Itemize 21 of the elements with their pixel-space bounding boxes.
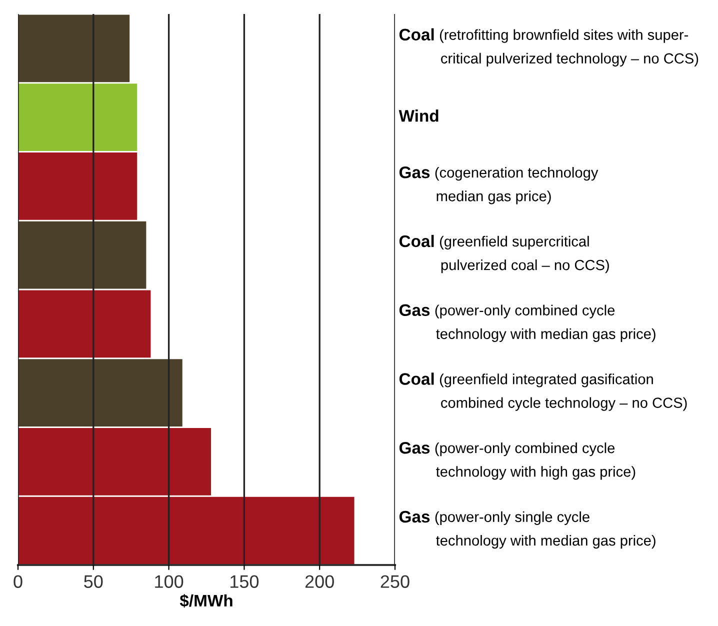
y-tick-label: Coal (greenfield integrated gasification combined cycle technology – no CCS)	[399, 372, 687, 411]
x-tick-label: 200	[305, 575, 334, 588]
x-tick-label: 250	[380, 575, 410, 588]
x-tick-label: 0	[14, 575, 22, 588]
x-axis-title: $/MWh	[180, 594, 232, 608]
x-tick-label: 50	[84, 575, 103, 588]
y-tick-label: Gas (power-only combined cycle technology with high gas price)	[399, 442, 636, 480]
y-tick-label: Coal (retrofitting brownfield sites with super- critical pulverized technology – no CCS)	[399, 28, 698, 66]
y-tick-label: Coal (greenfield supercritical pulverized coal – no CCS)	[399, 234, 609, 274]
bar	[18, 14, 130, 82]
y-tick-label: Wind	[398, 110, 438, 122]
x-tick-label: 150	[230, 575, 259, 588]
bar	[18, 359, 182, 427]
bar	[18, 84, 138, 152]
y-tick-label: Gas (power-only combined cycle technology with median gas price)	[399, 304, 656, 342]
y-tick-label: Gas (power-only single cycle technology with median gas price)	[399, 510, 656, 549]
bar	[18, 221, 146, 289]
bar	[18, 290, 151, 358]
y-tick-label: Gas (cogeneration technology median gas price)	[399, 166, 598, 204]
x-tick-label: 100	[155, 575, 184, 588]
bar	[18, 152, 138, 220]
